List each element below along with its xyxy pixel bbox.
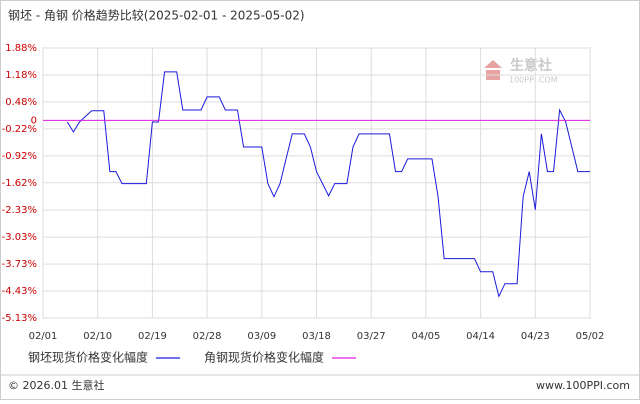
x-tick-label: 03/27 (357, 331, 386, 342)
series-line (66, 71, 590, 298)
y-tick-label: -0.92% (2, 151, 37, 162)
y-tick-label: -3.73% (2, 259, 37, 270)
y-tick-label: -1.62% (2, 178, 37, 189)
y-tick-label: 0 (31, 115, 37, 126)
y-tick-label: 1.18% (5, 70, 37, 81)
legend-label: 钢坯现货价格变化幅度 (28, 350, 148, 365)
y-tick-label: -3.03% (2, 232, 37, 243)
x-tick-label: 05/02 (576, 331, 605, 342)
y-tick-label: -4.43% (2, 286, 37, 297)
chart-title: 钢坯 - 角钢 价格趋势比较(2025-02-01 - 2025-05-02) (8, 8, 305, 23)
footer-right: www.100PPI.com (536, 379, 630, 392)
x-tick-label: 02/01 (29, 331, 58, 342)
y-tick-label: 0.48% (5, 97, 37, 108)
watermark-text: 生意社 (510, 57, 552, 74)
x-tick-label: 02/10 (83, 331, 112, 342)
y-tick-label: -0.22% (2, 124, 37, 135)
watermark-sub: 100PPI.COM (509, 76, 558, 85)
x-tick-label: 03/18 (302, 331, 331, 342)
x-tick-label: 02/28 (193, 331, 222, 342)
x-tick-label: 03/09 (247, 331, 276, 342)
y-tick-label: -2.33% (2, 205, 37, 216)
legend-label: 角钢现货价格变化幅度 (204, 350, 324, 365)
y-tick-label: 1.88% (5, 43, 37, 54)
x-tick-label: 04/05 (411, 331, 440, 342)
y-tick-label: -5.13% (2, 313, 37, 324)
x-tick-label: 02/19 (138, 331, 167, 342)
x-tick-label: 04/23 (521, 331, 550, 342)
footer-left: © 2026.01 生意社 (8, 378, 104, 392)
x-tick-label: 04/14 (466, 331, 495, 342)
